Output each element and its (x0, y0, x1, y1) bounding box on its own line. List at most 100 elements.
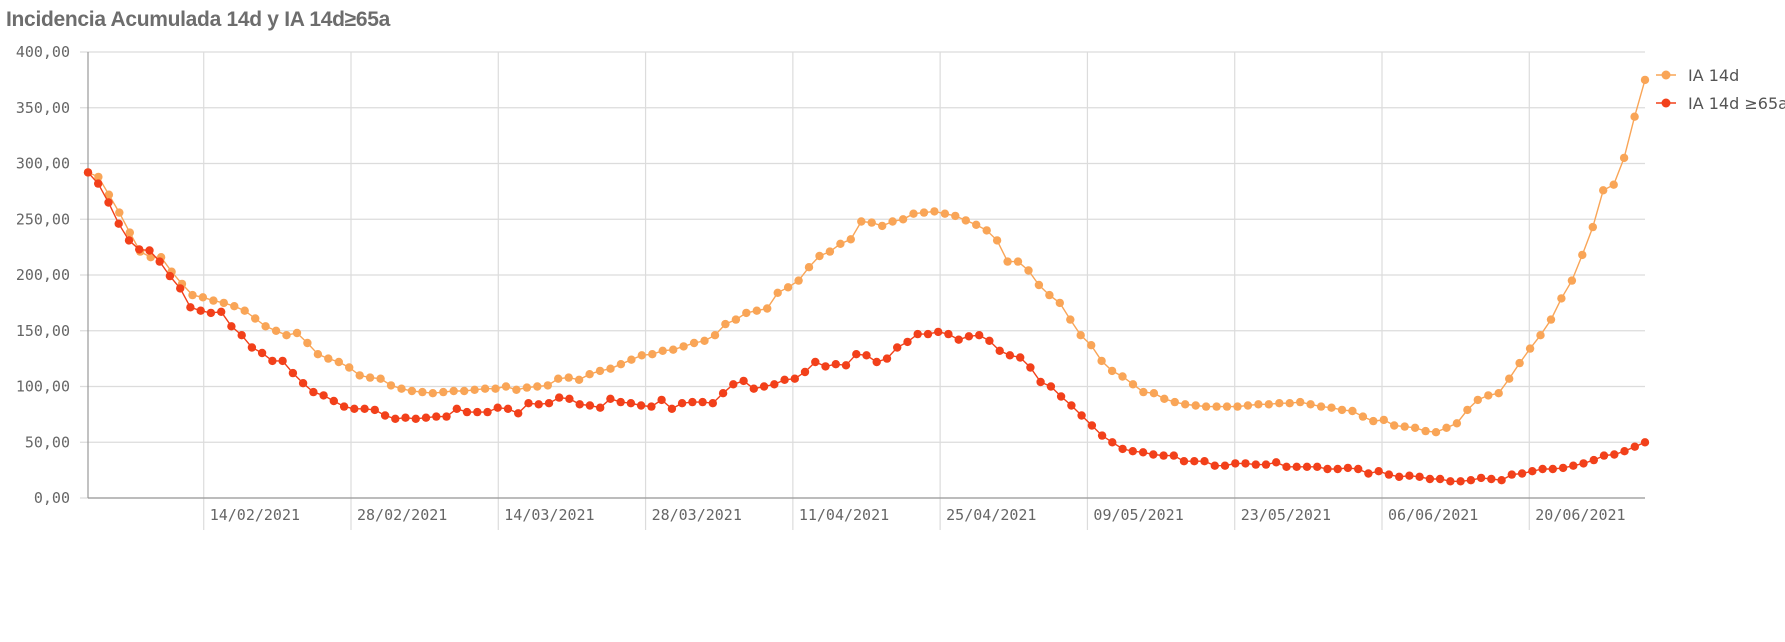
data-point[interactable] (282, 331, 291, 340)
data-point[interactable] (209, 296, 218, 305)
data-point[interactable] (1302, 462, 1312, 471)
data-point[interactable] (114, 219, 123, 228)
legend-item-1[interactable]: IA 14d ≥65a (1656, 94, 1785, 113)
data-point[interactable] (217, 307, 226, 316)
data-point[interactable] (770, 380, 779, 389)
data-point[interactable] (954, 335, 963, 344)
data-point[interactable] (1097, 356, 1106, 366)
data-point[interactable] (1272, 458, 1281, 467)
data-point[interactable] (1487, 474, 1496, 484)
data-point[interactable] (421, 413, 431, 422)
data-point[interactable] (1013, 257, 1023, 266)
data-point[interactable] (1220, 461, 1230, 470)
data-point[interactable] (1476, 473, 1486, 483)
data-point[interactable] (1201, 402, 1211, 411)
data-point[interactable] (278, 356, 287, 366)
data-point[interactable] (1003, 257, 1012, 266)
data-point[interactable] (669, 345, 678, 354)
data-point[interactable] (554, 374, 563, 383)
data-point[interactable] (679, 342, 688, 351)
data-point[interactable] (1285, 399, 1294, 408)
data-point[interactable] (1076, 331, 1085, 340)
data-point[interactable] (852, 350, 861, 359)
data-point[interactable] (1191, 401, 1200, 410)
data-point[interactable] (1149, 389, 1159, 398)
data-point[interactable] (1087, 421, 1097, 430)
data-point[interactable] (1261, 460, 1271, 469)
data-point[interactable] (574, 375, 584, 384)
data-point[interactable] (483, 407, 492, 417)
data-point[interactable] (780, 375, 789, 384)
data-point[interactable] (1097, 431, 1107, 440)
data-point[interactable] (1405, 471, 1414, 480)
data-point[interactable] (940, 209, 950, 218)
data-point[interactable] (534, 400, 543, 409)
data-point[interactable] (1108, 438, 1117, 447)
data-point[interactable] (1149, 450, 1158, 459)
data-point[interactable] (1306, 400, 1315, 409)
data-point[interactable] (176, 284, 185, 293)
data-point[interactable] (1484, 391, 1493, 400)
data-point[interactable] (790, 374, 799, 383)
data-point[interactable] (298, 379, 308, 388)
data-point[interactable] (1077, 411, 1086, 420)
data-point[interactable] (739, 376, 748, 386)
data-point[interactable] (1316, 402, 1326, 411)
data-point[interactable] (783, 283, 793, 292)
data-point[interactable] (1558, 463, 1568, 473)
data-point[interactable] (825, 247, 835, 256)
data-point[interactable] (1034, 280, 1044, 290)
data-point[interactable] (1181, 400, 1190, 409)
data-point[interactable] (1200, 457, 1209, 466)
data-point[interactable] (710, 331, 720, 340)
data-point[interactable] (909, 209, 918, 218)
data-point[interactable] (708, 399, 717, 408)
data-point[interactable] (1222, 402, 1232, 411)
data-point[interactable] (1254, 400, 1263, 409)
data-point[interactable] (919, 208, 929, 217)
data-point[interactable] (1024, 266, 1033, 275)
data-point[interactable] (888, 217, 897, 226)
data-point[interactable] (407, 386, 417, 396)
data-point[interactable] (667, 404, 677, 413)
data-point[interactable] (1507, 470, 1517, 479)
data-point[interactable] (1619, 153, 1629, 163)
data-point[interactable] (115, 208, 124, 217)
data-point[interactable] (1016, 353, 1025, 362)
data-point[interactable] (155, 257, 164, 266)
data-point[interactable] (1118, 444, 1127, 454)
data-point[interactable] (627, 355, 636, 364)
data-point[interactable] (288, 368, 298, 378)
data-point[interactable] (1005, 351, 1015, 360)
data-point[interactable] (401, 413, 410, 422)
data-point[interactable] (1045, 290, 1054, 300)
data-point[interactable] (104, 198, 113, 207)
data-point[interactable] (867, 218, 876, 227)
data-point[interactable] (94, 179, 103, 188)
data-point[interactable] (595, 366, 605, 376)
data-point[interactable] (729, 380, 738, 389)
data-point[interactable] (227, 322, 236, 331)
data-point[interactable] (872, 357, 881, 367)
data-point[interactable] (878, 221, 887, 231)
data-point[interactable] (1066, 315, 1075, 324)
data-point[interactable] (376, 374, 385, 383)
data-point[interactable] (1599, 186, 1608, 195)
data-point[interactable] (1463, 405, 1472, 415)
data-point[interactable] (1128, 380, 1138, 389)
data-point[interactable] (804, 263, 814, 272)
data-point[interactable] (862, 351, 871, 360)
data-point[interactable] (83, 168, 93, 177)
data-point[interactable] (1452, 419, 1462, 428)
data-point[interactable] (585, 370, 594, 379)
data-point[interactable] (501, 382, 511, 391)
data-point[interactable] (1233, 402, 1242, 411)
data-point[interactable] (522, 383, 532, 392)
data-point[interactable] (439, 387, 448, 397)
data-point[interactable] (1567, 276, 1577, 285)
data-point[interactable] (1087, 341, 1096, 350)
data-point[interactable] (1588, 222, 1598, 232)
data-point[interactable] (815, 251, 824, 261)
data-point[interactable] (1630, 442, 1640, 451)
data-point[interactable] (1473, 395, 1483, 405)
